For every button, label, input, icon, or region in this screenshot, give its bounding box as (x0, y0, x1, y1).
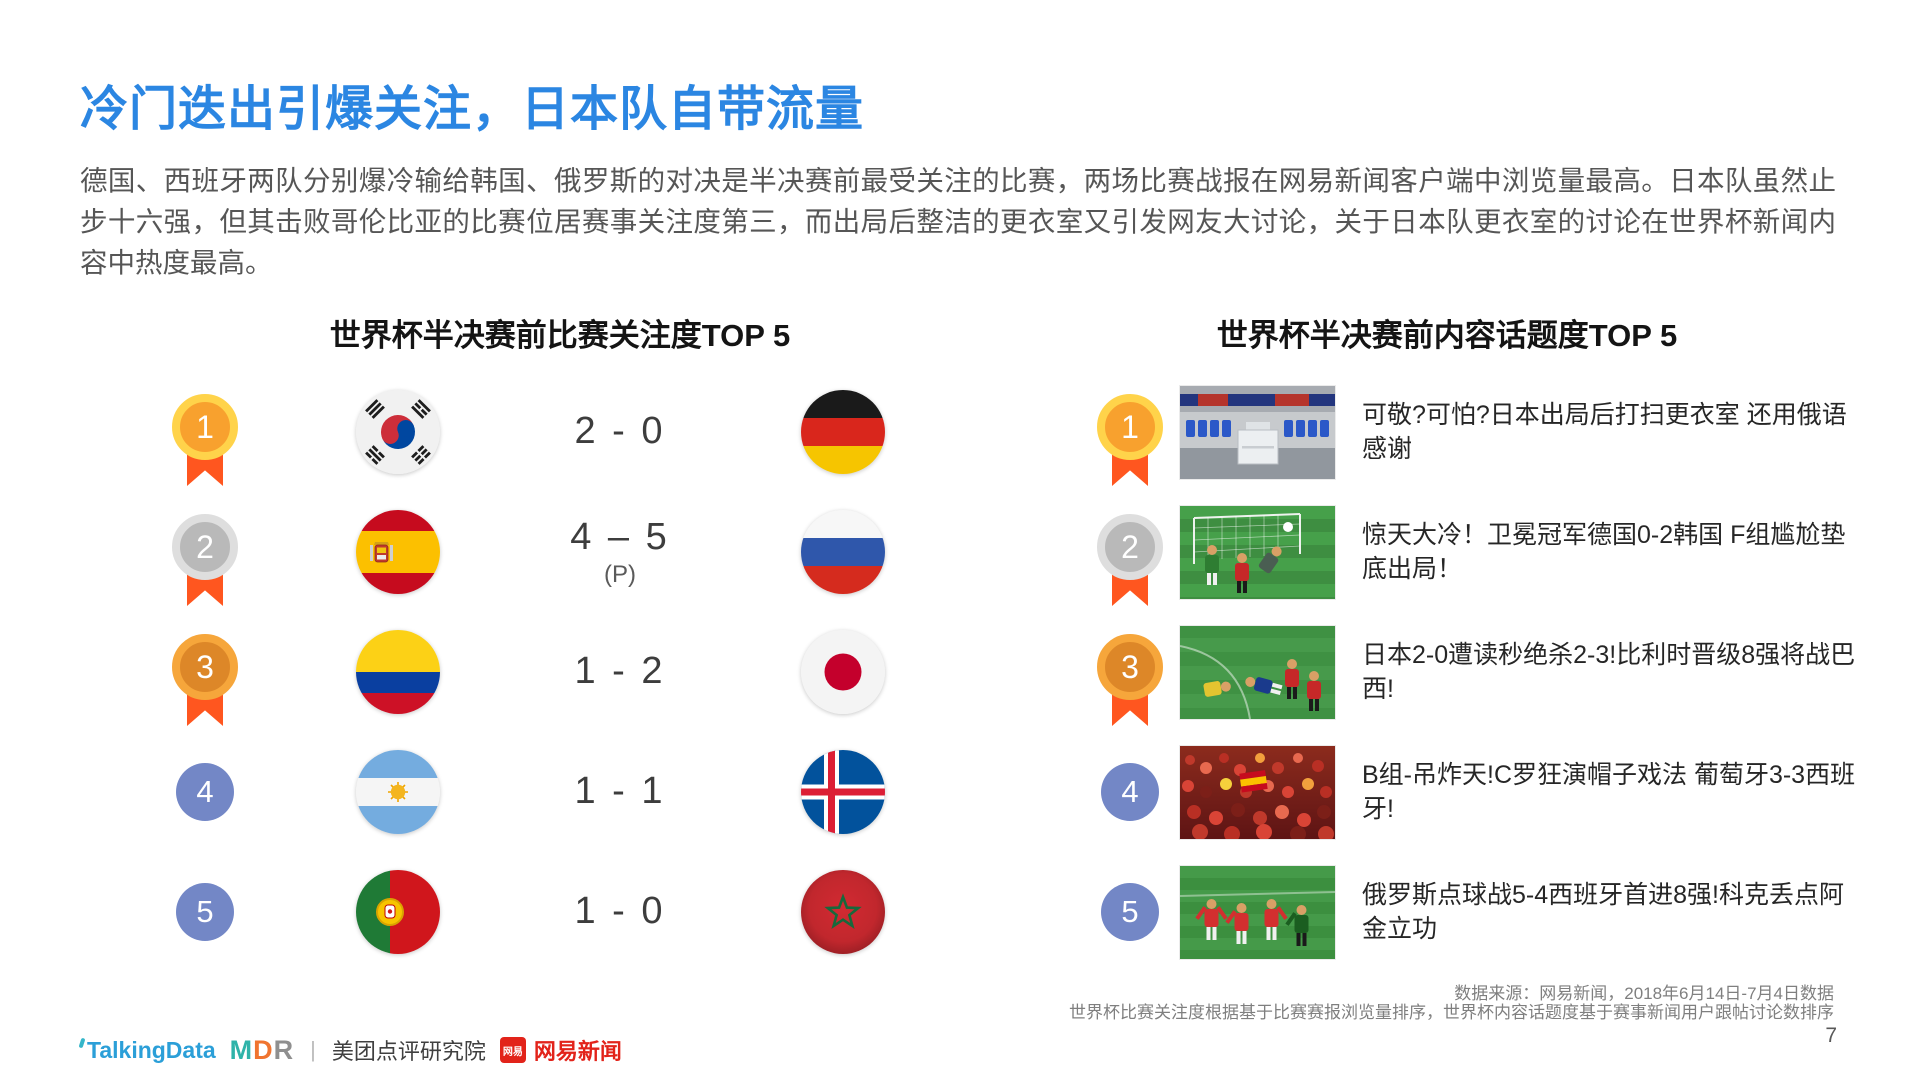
thumbnail-japan-belgium-match (1180, 625, 1335, 719)
topic-row-3: 3 日本2-0遭读秒绝杀2-3!比利时晋级8强将战巴西! (1080, 612, 1860, 732)
gold-medal-icon: 1 (172, 394, 238, 490)
source-line-1: 数据来源：网易新闻，2018年6月14日-7月4日数据 (1454, 984, 1834, 1003)
netease-news-icon: 网易 (499, 1037, 526, 1063)
content-topic-list: 1 可敬?可怕?日本出局后打扫更衣室 还用俄语感谢 2 (1080, 372, 1860, 972)
rank-number: 1 (172, 394, 238, 460)
data-source-note: 数据来源：网易新闻，2018年6月14日-7月4日数据 世界杯比赛关注度根据基于… (1069, 984, 1834, 1022)
match-score: 1 - 0 (574, 889, 666, 932)
flag-morocco-icon (800, 870, 885, 954)
topic-row-4: 4 B组-吊炸天!C罗狂演帽子戏法 葡萄牙3-3西班牙! (1080, 732, 1860, 852)
rank-badge: 4 (176, 763, 234, 821)
flag-japan-icon (800, 630, 885, 714)
match-row-5: 5 1 - 0 (125, 852, 955, 972)
gold-medal-icon: 1 (1097, 394, 1163, 490)
match-score: 1 - 2 (574, 649, 666, 692)
match-row-2: 2 4 – 5 (P) (125, 492, 955, 612)
match-row-1: 1 2 - 0 (125, 372, 955, 492)
rank-badge: 4 (1101, 763, 1159, 821)
flag-argentina-icon (355, 750, 440, 834)
rank-badge: 5 (1101, 883, 1159, 941)
rank-number: 2 (1097, 514, 1163, 580)
intro-paragraph: 德国、西班牙两队分别爆冷输给韩国、俄罗斯的对决是半决赛前最受关注的比赛，两场比赛… (80, 165, 1836, 278)
topic-headline: B组-吊炸天!C罗狂演帽子戏法 葡萄牙3-3西班牙! (1362, 761, 1856, 823)
match-row-3: 3 1 - 2 (125, 612, 955, 732)
left-panel-header: 世界杯半决赛前比赛关注度TOP 5 (329, 318, 791, 353)
topic-headline: 俄罗斯点球战5-4西班牙首进8强!科克丢点阿金立功 (1362, 881, 1844, 943)
match-score: 4 – 5 (570, 515, 670, 558)
talkingdata-logo: TalkingData (78, 1037, 216, 1064)
flag-colombia-icon (355, 630, 440, 714)
source-line-2: 世界杯比赛关注度根据基于比赛赛报浏览量排序，世界杯内容话题度基于赛事新闻用户跟帖… (1069, 1003, 1834, 1022)
topic-row-2: 2 惊天大冷！卫冕冠军德国0-2韩国 F组尴尬垫底出局！ (1080, 492, 1860, 612)
flag-south-korea-icon (355, 390, 440, 474)
match-score: 2 - 0 (574, 409, 666, 452)
talkingdata-tick-icon (78, 1037, 86, 1048)
flag-portugal-icon (355, 870, 440, 954)
page-title: 冷门迭出引爆关注，日本队自带流量 (80, 83, 865, 136)
thumbnail-russia-spain-celebration (1180, 865, 1335, 959)
rank-number: 3 (172, 634, 238, 700)
logo-divider: | (310, 1037, 316, 1062)
netease-news-label: 网易新闻 (533, 1039, 622, 1064)
topic-row-1: 1 可敬?可怕?日本出局后打扫更衣室 还用俄语感谢 (1080, 372, 1860, 492)
rank-number: 2 (172, 514, 238, 580)
match-row-4: 4 1 - 1 (125, 732, 955, 852)
right-panel-header: 世界杯半决赛前内容话题度TOP 5 (1216, 318, 1678, 353)
silver-medal-icon: 2 (1097, 514, 1163, 610)
topic-headline: 日本2-0遭读秒绝杀2-3!比利时晋级8强将战巴西! (1362, 641, 1856, 703)
topic-headline: 可敬?可怕?日本出局后打扫更衣室 还用俄语感谢 (1362, 401, 1847, 463)
score-note: (P) (604, 560, 636, 588)
silver-medal-icon: 2 (172, 514, 238, 610)
bronze-medal-icon: 3 (1097, 634, 1163, 730)
flag-germany-icon (800, 390, 885, 474)
thumbnail-germany-korea-goal (1180, 505, 1335, 599)
bronze-medal-icon: 3 (172, 634, 238, 730)
thumbnail-portugal-spain-fans (1180, 745, 1335, 839)
match-score: 1 - 1 (574, 769, 666, 812)
topic-row-5: 5 俄罗斯点球战5-4西班牙首进8强!科克丢点阿金立功 (1080, 852, 1860, 972)
rank-number: 3 (1097, 634, 1163, 700)
thumbnail-locker-room (1180, 385, 1335, 479)
topic-headline: 惊天大冷！卫冕冠军德国0-2韩国 F组尴尬垫底出局！ (1362, 521, 1846, 583)
flag-spain-icon (355, 510, 440, 594)
flag-russia-icon (800, 510, 885, 594)
rank-badge: 5 (176, 883, 234, 941)
page-number: 7 (1825, 1024, 1837, 1047)
flag-iceland-icon (800, 750, 885, 834)
match-attention-list: 1 2 - 0 2 (125, 372, 955, 972)
rank-number: 1 (1097, 394, 1163, 460)
meituan-dianping-institute-label: 美团点评研究院 (331, 1039, 486, 1064)
